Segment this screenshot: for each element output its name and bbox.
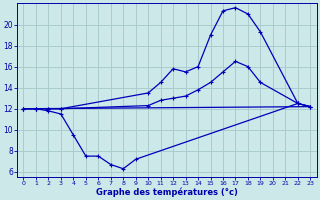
X-axis label: Graphe des températures (°c): Graphe des températures (°c) — [96, 187, 238, 197]
